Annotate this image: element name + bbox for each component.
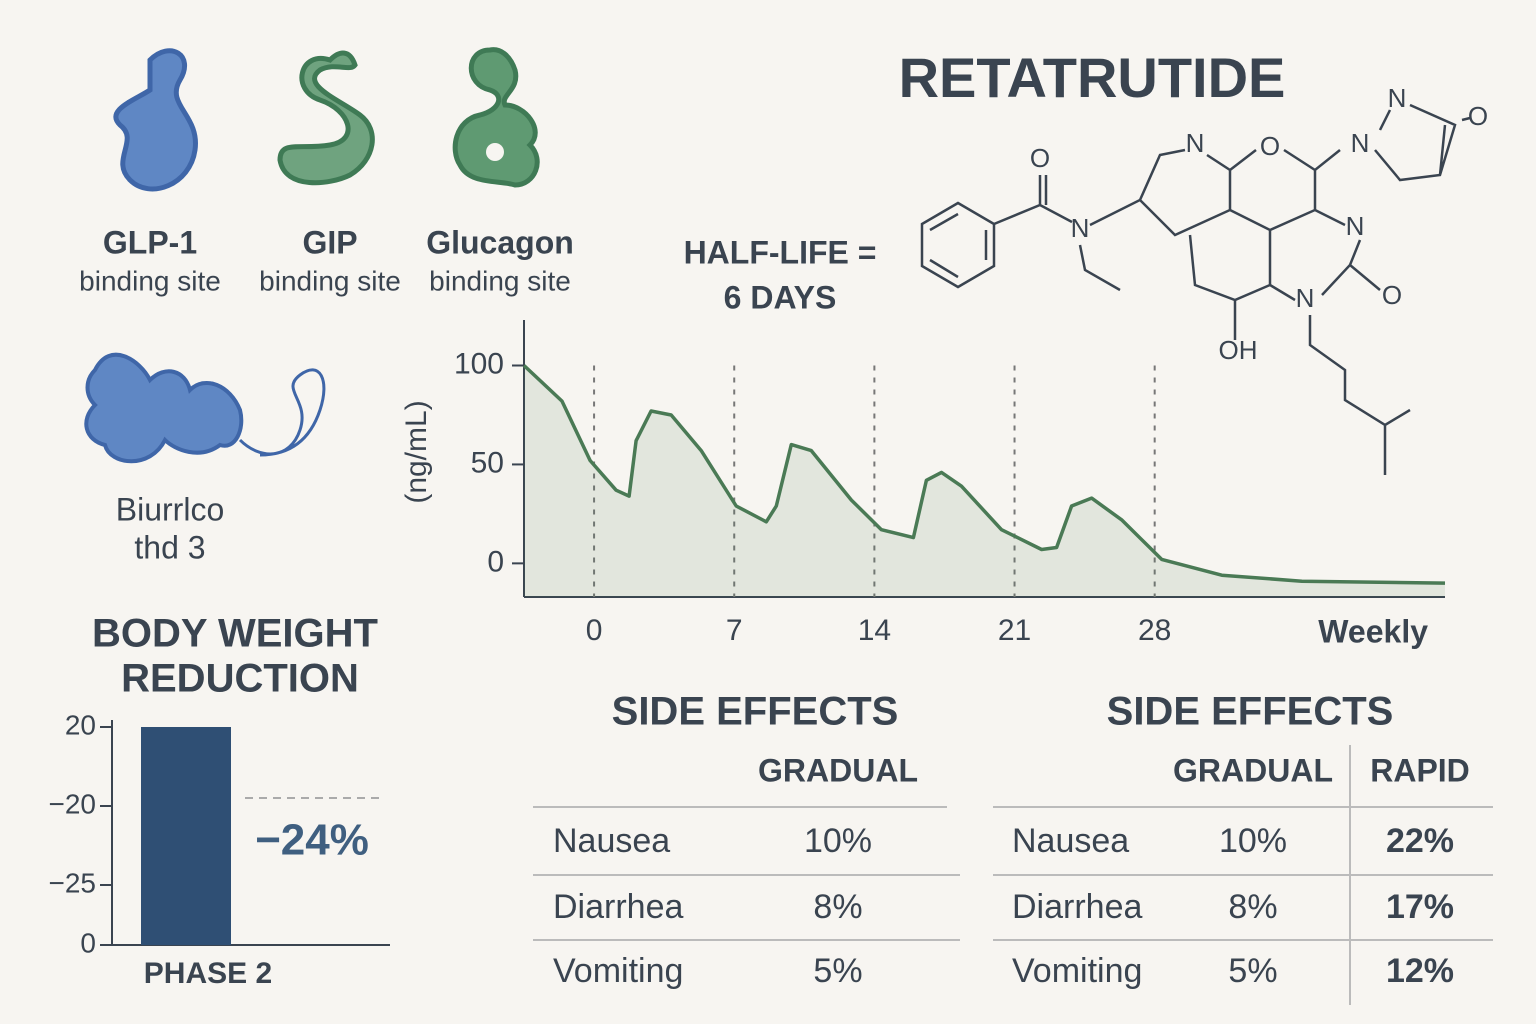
peptide-label: thd 3 [134,529,205,565]
atom-label: OH [1219,335,1258,365]
axis-label: 20 [65,709,96,740]
glucagon-blob [452,47,540,188]
receptor-name: GLP-1 [103,224,197,260]
x-tick-label: 7 [726,614,743,647]
atom-label: N [1071,213,1090,243]
cell: 12% [1386,952,1454,990]
line [522,364,1446,585]
x-axis-label: Weekly [1318,613,1428,649]
x-tick-label: 0 [586,614,603,647]
column-header: GRADUAL [758,752,918,788]
molecule [920,103,1471,475]
axis-label: −20 [49,788,97,819]
bar [141,727,231,945]
atom-label: N [1296,283,1315,313]
table-title: SIDE EFFECTS [1107,690,1394,734]
atom-label: N [1351,128,1370,158]
value-label: −24% [255,816,369,865]
axis-label: −25 [49,867,97,898]
x-tick-label: 21 [998,614,1031,647]
cell: 5% [813,952,862,990]
atom-label: O [1468,101,1488,131]
peptide-tail [238,368,326,457]
cell: 8% [1228,888,1277,926]
peptide-label: Biurrlco [116,491,224,527]
panel-title: REDUCTION [121,657,359,701]
cell: 10% [804,822,872,860]
area-fill [524,365,1445,597]
atom-label: N [1346,211,1365,241]
y-axis-label: (ng/mL) [400,400,433,503]
atom-label: N [1388,83,1407,113]
half-life: 6 DAYS [724,279,837,315]
y-tick-label: 50 [471,446,504,479]
atom-label: O [1260,131,1280,161]
row-label: Diarrhea [1012,888,1142,926]
cell: 10% [1219,822,1287,860]
row-label: Vomiting [553,952,683,990]
half-life: HALF-LIFE = [684,234,877,270]
receptor-sub: binding site [429,265,571,296]
x-tick-label: 28 [1138,614,1171,647]
row-label: Diarrhea [553,888,683,926]
cell: 17% [1386,888,1454,926]
cell: 5% [1228,952,1277,990]
atom-label: O [1030,143,1050,173]
blob-hole [486,143,504,161]
category-label: PHASE 2 [144,957,272,990]
x-tick-label: 14 [858,614,891,647]
column-header: RAPID [1370,752,1470,788]
gip-blob [277,50,375,186]
y-tick-label: 0 [487,545,504,578]
axis-label: 0 [80,927,96,958]
receptor-name: GIP [302,224,357,260]
receptor-name: Glucagon [426,224,574,260]
atom-label: N [1186,128,1205,158]
column-header: GRADUAL [1173,752,1333,788]
y-tick-label: 100 [454,347,504,380]
receptor-sub: binding site [79,265,221,296]
peptide-blob [84,352,244,464]
title: RETATRUTIDE [899,46,1286,109]
glp1-blob [113,48,198,192]
row-label: Vomiting [1012,952,1142,990]
panel-title: BODY WEIGHT [92,612,378,656]
benzene-bonds [929,212,988,279]
receptor-sub: binding site [259,265,401,296]
row-label: Nausea [1012,822,1129,860]
row-label: Nausea [553,822,670,860]
table-title: SIDE EFFECTS [612,690,899,734]
cell: 8% [813,888,862,926]
atom-label: O [1382,280,1402,310]
cell: 22% [1386,822,1454,860]
